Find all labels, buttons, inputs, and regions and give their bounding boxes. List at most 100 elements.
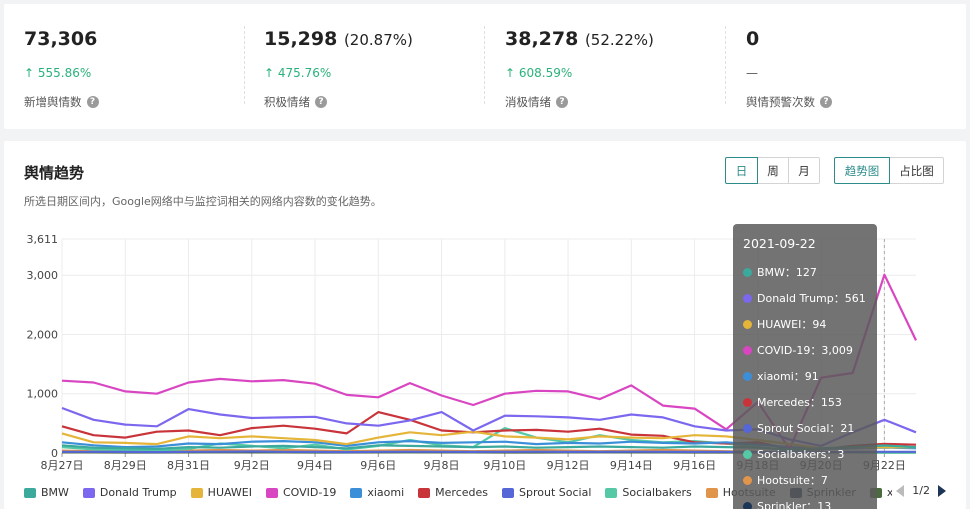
tooltip-text: Donald Trump：561 <box>757 292 866 305</box>
legend-item[interactable]: Mercedes <box>418 486 488 499</box>
stat-label: 积极情绪? <box>264 94 327 110</box>
trend-card: 舆情趋势 所选日期区间内，Google网络中与监控词相关的网络内容数的变化趋势。… <box>4 141 966 509</box>
y-tick-label: 3,611 <box>27 233 59 246</box>
stat-negative: 38,278 (52.22%) ↑ 608.59% 消极情绪? <box>485 4 725 129</box>
view-toggle: 趋势图 占比图 <box>834 157 944 184</box>
stat-value: 0 <box>746 28 760 50</box>
x-tick-label: 9月6日 <box>360 459 396 472</box>
stats-card: 73,306 ↑ 555.86% 新增舆情数? 15,298 (20.87%) … <box>4 4 966 129</box>
help-icon[interactable]: ? <box>556 96 568 108</box>
prev-page-icon[interactable] <box>896 484 905 497</box>
legend-label: xiaomi <box>367 486 405 499</box>
tooltip-row: Donald Trump：561 <box>743 285 867 311</box>
y-tick-label: 3,000 <box>27 269 59 282</box>
tooltip-dot <box>743 475 752 485</box>
legend-label: Socialbakers <box>622 486 692 499</box>
legend-swatch <box>82 487 95 498</box>
stat-change: ↑ 555.86% <box>24 66 92 80</box>
x-tick-label: 9月8日 <box>424 459 460 472</box>
divider <box>725 26 726 104</box>
legend-item[interactable]: BMW <box>24 486 69 499</box>
y-tick-label: 2,000 <box>27 328 59 341</box>
period-month-button[interactable]: 月 <box>788 157 820 184</box>
tooltip-dot <box>743 293 752 303</box>
trend-subtitle: 所选日期区间内，Google网络中与监控词相关的网络内容数的变化趋势。 <box>24 195 382 208</box>
tooltip-row: Sprout Social：21 <box>743 415 867 441</box>
divider <box>244 26 245 104</box>
x-tick-label: 8月31日 <box>167 459 210 472</box>
stat-new-mentions: 73,306 ↑ 555.86% 新增舆情数? <box>4 4 244 129</box>
legend-item[interactable]: Sprout Social <box>502 486 591 499</box>
tooltip-row: Socialbakers：3 <box>743 441 867 467</box>
tooltip-text: Socialbakers：3 <box>757 448 845 461</box>
next-page-icon[interactable] <box>938 484 946 497</box>
legend-item[interactable]: xiaomi <box>350 486 404 499</box>
x-tick-label: 9月4日 <box>297 459 333 472</box>
trend-view-button[interactable]: 趋势图 <box>834 157 890 184</box>
legend-label: COVID-19 <box>283 486 337 499</box>
stat-change: ↑ 475.76% <box>264 66 332 80</box>
tooltip-text: Hootsuite：7 <box>757 474 828 487</box>
tooltip-row: Sprinkler：13 <box>743 493 867 509</box>
help-icon[interactable]: ? <box>820 96 832 108</box>
period-day-button[interactable]: 日 <box>725 157 758 184</box>
x-tick-label: 9月14日 <box>610 459 653 472</box>
period-toggle: 日 周 月 <box>725 157 820 184</box>
help-icon[interactable]: ? <box>86 96 99 108</box>
legend-item[interactable]: Donald Trump <box>82 486 177 499</box>
legend-item[interactable]: COVID-19 <box>266 486 336 499</box>
tooltip-text: BMW：127 <box>757 266 817 279</box>
tooltip-row: Hootsuite：7 <box>743 467 867 493</box>
legend-item[interactable]: HUAWEI <box>190 486 252 499</box>
tooltip-dot <box>743 345 752 355</box>
tooltip-dot <box>743 501 752 509</box>
legend-swatch <box>190 487 203 498</box>
share-view-button[interactable]: 占比图 <box>889 157 944 184</box>
stat-value: 15,298 (20.87%) <box>264 28 413 50</box>
stat-alerts: 0 — 舆情预警次数? <box>726 4 966 129</box>
tooltip-text: HUAWEI：94 <box>757 318 827 331</box>
tooltip-text: Sprout Social：21 <box>757 422 855 435</box>
legend-label: x <box>886 486 894 499</box>
legend-item[interactable]: Socialbakers <box>605 486 692 499</box>
y-tick-label: 1,000 <box>27 388 59 401</box>
stat-value: 73,306 <box>24 28 98 50</box>
legend-swatch <box>24 487 36 498</box>
stat-change: ↑ 608.59% <box>505 66 573 80</box>
legend-label: HUAWEI <box>207 486 252 499</box>
tooltip-text: Sprinkler：13 <box>757 500 832 509</box>
tooltip-dot <box>743 371 752 381</box>
stat-positive: 15,298 (20.87%) ↑ 475.76% 积极情绪? <box>244 4 484 129</box>
tooltip-text: COVID-19：3,009 <box>757 344 853 357</box>
tooltip-dot <box>743 423 752 433</box>
stat-label: 舆情预警次数? <box>746 94 832 110</box>
tooltip-row: HUAWEI：94 <box>743 311 867 337</box>
legend-label: Sprout Social <box>519 486 592 499</box>
x-tick-label: 8月29日 <box>104 459 147 472</box>
x-tick-label: 8月27日 <box>41 459 84 472</box>
legend-pager: 1/2 <box>892 484 946 497</box>
help-icon[interactable]: ? <box>315 96 327 108</box>
divider <box>484 26 485 104</box>
legend-label: Donald Trump <box>99 486 177 499</box>
tooltip-row: Mercedes：153 <box>743 389 867 415</box>
tooltip-dot <box>743 319 752 329</box>
chart-tooltip: 2021-09-22 BMW：127 Donald Trump：561 HUAWEI… <box>733 224 877 509</box>
tooltip-row: BMW：127 <box>743 259 867 285</box>
stat-label: 新增舆情数? <box>24 94 99 110</box>
x-tick-label: 9月10日 <box>483 459 526 472</box>
pager-label: 1/2 <box>912 484 930 497</box>
legend-swatch <box>418 487 431 498</box>
tooltip-text: xiaomi：91 <box>757 370 819 383</box>
tooltip-dot <box>743 449 752 459</box>
x-tick-label: 9月16日 <box>673 459 716 472</box>
legend-swatch <box>705 487 718 498</box>
legend-label: BMW <box>41 486 69 499</box>
x-tick-label: 9月12日 <box>547 459 590 472</box>
stat-value: 38,278 (52.22%) <box>505 28 654 50</box>
legend-swatch <box>266 487 278 498</box>
legend-swatch <box>605 487 618 498</box>
tooltip-dot <box>743 397 752 407</box>
stat-change: — <box>746 66 758 80</box>
stat-label: 消极情绪? <box>505 94 568 110</box>
